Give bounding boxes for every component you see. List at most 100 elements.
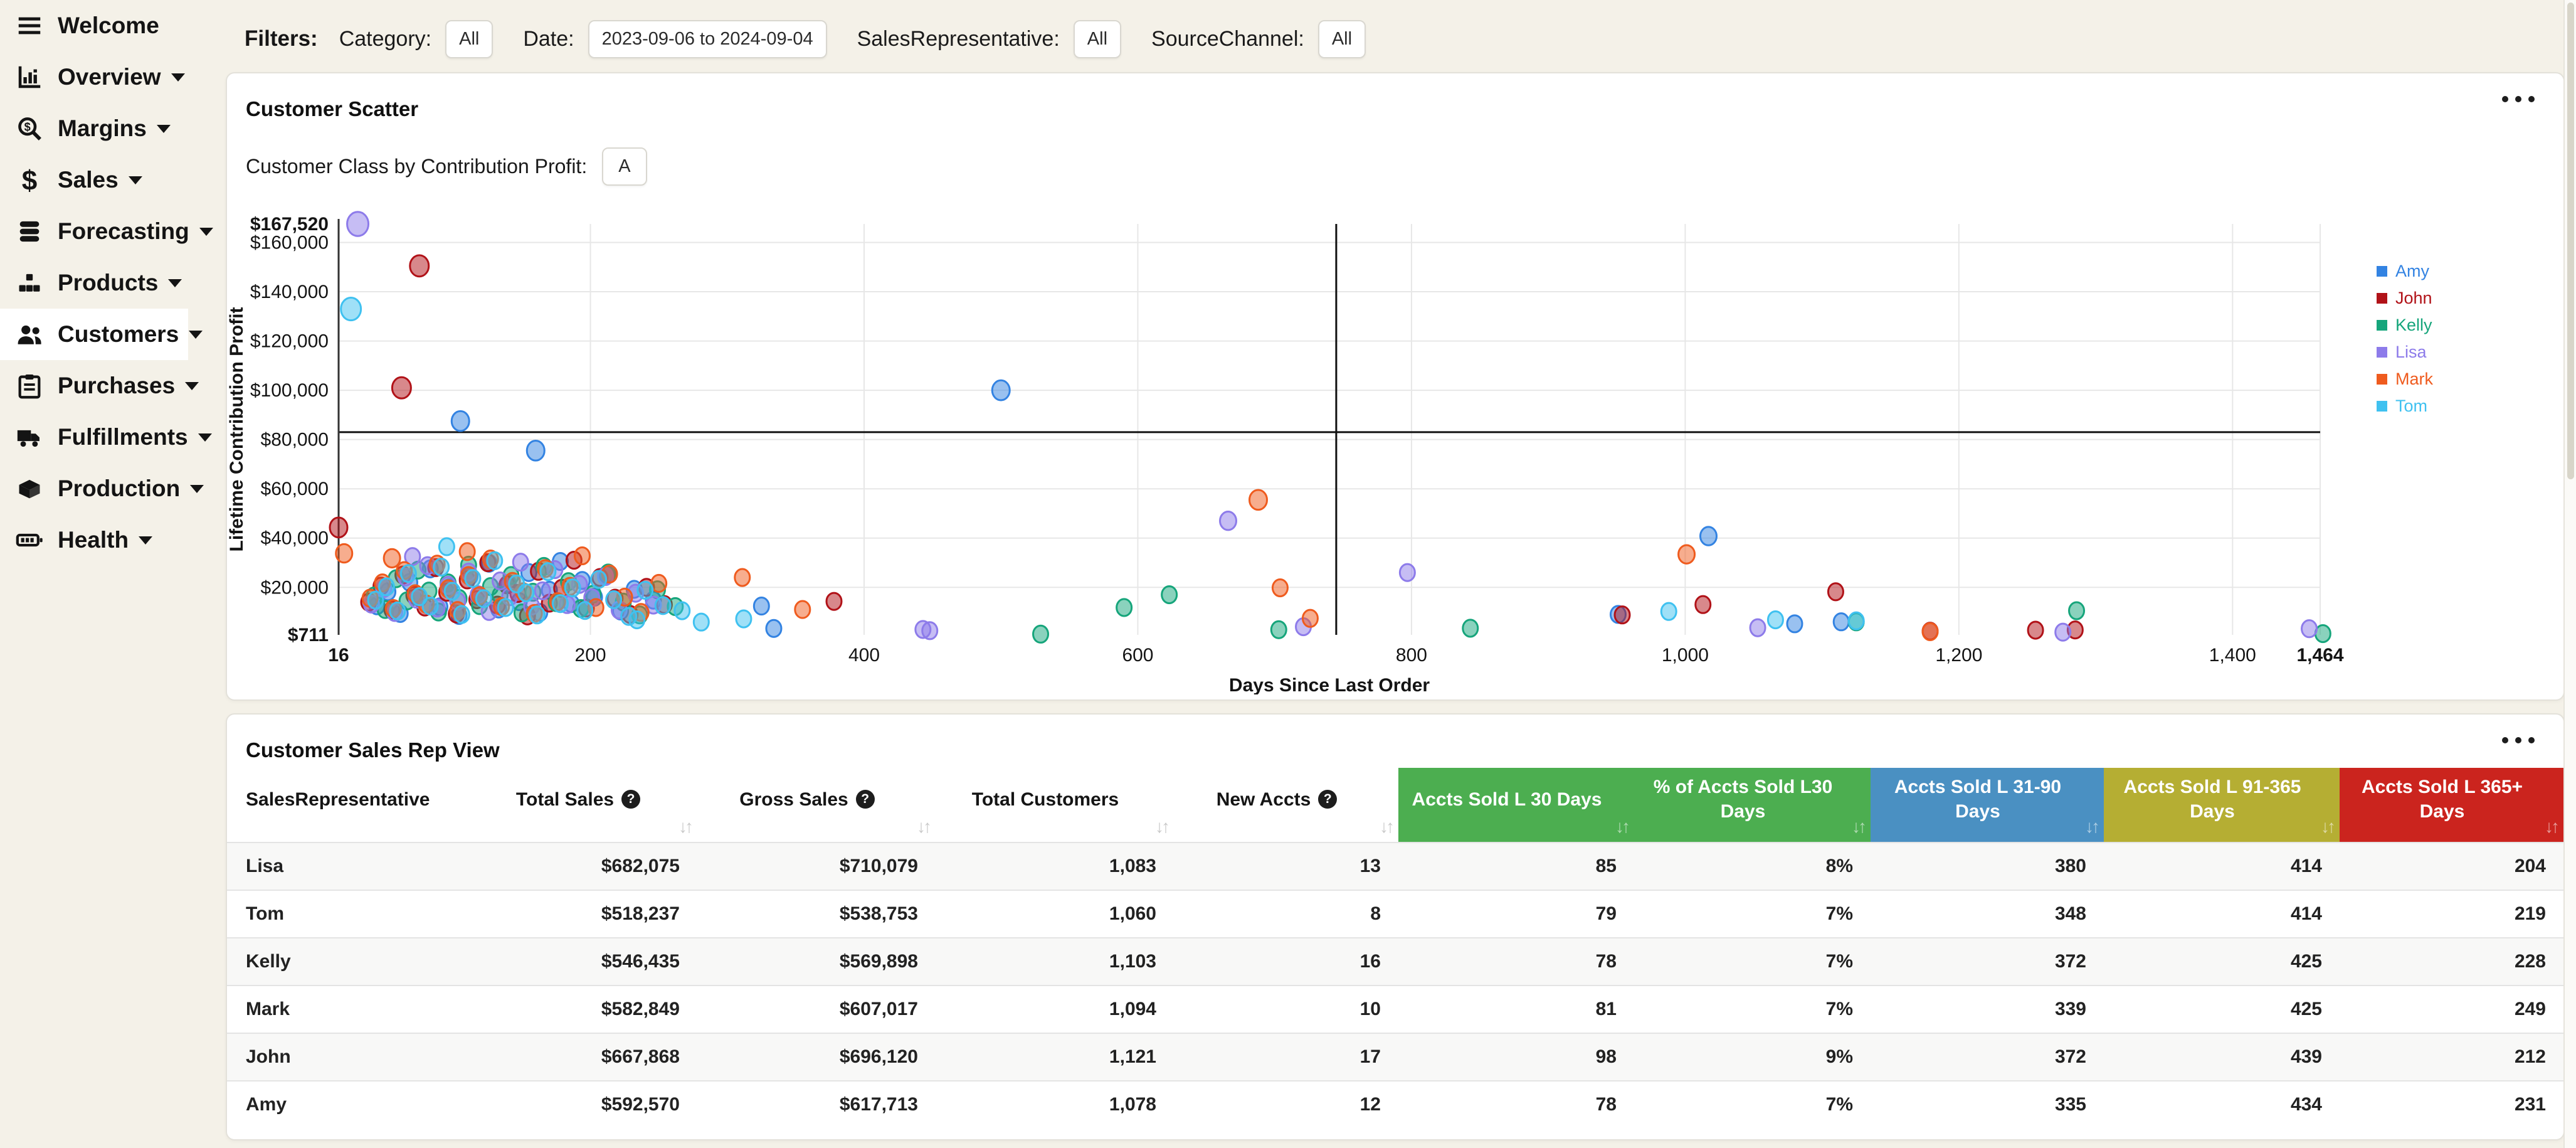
scatter-point-mark[interactable]: [573, 546, 591, 566]
scatter-point-tom[interactable]: [1766, 610, 1784, 630]
scatter-point-lisa[interactable]: [512, 553, 529, 572]
scatter-point-john[interactable]: [391, 376, 412, 400]
scatter-point-mark[interactable]: [650, 573, 668, 593]
scrollbar-thumb[interactable]: [2567, 3, 2574, 479]
scatter-point-tom[interactable]: [340, 296, 362, 322]
sort-icon[interactable]: ↓↑: [1380, 816, 1395, 836]
column-header-accts-sold-l-91-365-days[interactable]: Accts Sold L 91-365 Days ↓↑: [2104, 768, 2340, 842]
scatter-point-tom[interactable]: [628, 610, 646, 630]
column-header-new-accts[interactable]: New Accts? ↓↑: [1174, 768, 1398, 842]
scatter-point-tom[interactable]: [475, 589, 492, 609]
sort-icon[interactable]: ↓↑: [1852, 816, 1867, 836]
scatter-point-lisa[interactable]: [1398, 563, 1416, 582]
scatter-point-john[interactable]: [1613, 605, 1631, 625]
more-options-icon[interactable]: [2502, 96, 2535, 102]
sidebar-item-overview[interactable]: Overview: [0, 51, 188, 103]
filter-category-button[interactable]: All: [445, 19, 494, 58]
scatter-point-amy[interactable]: [1832, 612, 1850, 632]
filter-date-button[interactable]: 2023-09-06 to 2024-09-04: [588, 19, 827, 58]
scatter-point-amy[interactable]: [765, 619, 783, 638]
scatter-point-kelly[interactable]: [1462, 619, 1479, 638]
legend-item-lisa[interactable]: Lisa: [2377, 343, 2433, 362]
scatter-point-lisa[interactable]: [346, 211, 370, 237]
scatter-point-lisa[interactable]: [1749, 618, 1766, 637]
scatter-point-john[interactable]: [1694, 595, 1712, 614]
scatter-point-amy[interactable]: [991, 379, 1011, 401]
sort-icon[interactable]: ↓↑: [2085, 816, 2100, 836]
scatter-point-amy[interactable]: [450, 410, 470, 432]
scatter-point-tom[interactable]: [636, 580, 654, 600]
scatter-point-tom[interactable]: [552, 594, 569, 614]
scatter-point-tom[interactable]: [590, 570, 608, 589]
sidebar-item-margins[interactable]: $ Margins: [0, 103, 188, 154]
scatter-point-kelly[interactable]: [1161, 585, 1178, 605]
scatter-point-tom[interactable]: [389, 601, 406, 621]
legend-item-kelly[interactable]: Kelly: [2377, 316, 2433, 335]
scatter-point-tom[interactable]: [735, 609, 752, 629]
scatter-point-lisa[interactable]: [921, 621, 939, 640]
scatter-point-tom[interactable]: [517, 583, 535, 602]
scatter-point-kelly[interactable]: [2068, 601, 2086, 620]
customer-class-button[interactable]: A: [602, 147, 647, 186]
scatter-point-kelly[interactable]: [1116, 598, 1133, 617]
scatter-point-tom[interactable]: [464, 569, 482, 588]
scatter-point-mark[interactable]: [1921, 622, 1939, 641]
scatter-point-tom[interactable]: [367, 590, 384, 610]
sidebar-item-health[interactable]: Health: [0, 514, 188, 566]
scatter-point-tom[interactable]: [1660, 602, 1677, 621]
sidebar-item-products[interactable]: Products: [0, 257, 188, 309]
table-row-kelly[interactable]: Kelly $546,435 $569,898 1,103 16 78 7% 372 425 22…: [227, 937, 2563, 985]
scatter-point-tom[interactable]: [673, 601, 691, 620]
scatter-point-mark[interactable]: [1271, 578, 1289, 598]
scatter-point-lisa[interactable]: [1219, 511, 1238, 531]
sort-icon[interactable]: ↓↑: [2321, 816, 2336, 836]
scatter-point-tom[interactable]: [497, 598, 514, 617]
scatter-point-john[interactable]: [329, 516, 349, 539]
more-options-icon[interactable]: [2502, 737, 2535, 743]
scatter-point-amy[interactable]: [752, 597, 770, 616]
scatter-point-tom[interactable]: [605, 590, 623, 609]
table-row-tom[interactable]: Tom $518,237 $538,753 1,060 8 79 7% 348 414 219: [227, 890, 2563, 937]
scatter-point-tom[interactable]: [654, 596, 672, 615]
scatter-point-tom[interactable]: [528, 605, 546, 625]
scatter-point-tom[interactable]: [539, 562, 557, 582]
help-icon[interactable]: ?: [855, 790, 875, 809]
legend-item-mark[interactable]: Mark: [2377, 369, 2433, 389]
column-header-accts-sold-l-31-90-days[interactable]: Accts Sold L 31-90 Days ↓↑: [1871, 768, 2104, 842]
sidebar-item-forecasting[interactable]: Forecasting: [0, 206, 213, 257]
help-icon[interactable]: ?: [1318, 790, 1338, 809]
scatter-point-amy[interactable]: [525, 440, 546, 462]
table-row-john[interactable]: John $667,868 $696,120 1,121 17 98 9% 372 439 212: [227, 1033, 2563, 1080]
scatter-point-lisa[interactable]: [404, 547, 421, 566]
scatter-point-mark[interactable]: [1677, 544, 1696, 565]
sort-icon[interactable]: ↓↑: [2545, 816, 2560, 836]
scatter-point-tom[interactable]: [486, 551, 504, 570]
help-icon[interactable]: ?: [621, 790, 641, 809]
scatter-point-mark[interactable]: [383, 548, 401, 569]
column-header-accts-sold-l-30-days[interactable]: Accts Sold L 30 Days ↓↑: [1398, 768, 1634, 842]
scatter-point-tom[interactable]: [453, 605, 470, 624]
sidebar-item-production[interactable]: Production: [0, 463, 204, 514]
scatter-point-mark[interactable]: [734, 568, 751, 587]
scatter-point-lisa[interactable]: [2054, 622, 2072, 642]
scatter-point-lisa[interactable]: [2301, 619, 2318, 639]
scatter-point-mark[interactable]: [1248, 489, 1269, 511]
scatter-point-tom[interactable]: [443, 582, 461, 601]
scatter-point-amy[interactable]: [1699, 526, 1718, 546]
column-header-total-customers[interactable]: Total Customers ↓↑: [936, 768, 1174, 842]
scatter-point-mark[interactable]: [458, 542, 476, 561]
legend-item-amy[interactable]: Amy: [2377, 262, 2433, 281]
sidebar-item-welcome[interactable]: Welcome: [0, 0, 188, 51]
scatter-point-mark[interactable]: [335, 543, 354, 564]
sort-icon[interactable]: ↓↑: [678, 816, 694, 836]
column-header-gross-sales[interactable]: Gross Sales? ↓↑: [697, 768, 936, 842]
scatter-point-mark[interactable]: [794, 600, 811, 619]
scatter-point-tom[interactable]: [433, 558, 450, 577]
filter-sourcechannel-button[interactable]: All: [1317, 19, 1366, 58]
sidebar-item-sales[interactable]: $ Sales: [0, 154, 188, 206]
sidebar-item-purchases[interactable]: Purchases: [0, 360, 199, 412]
scatter-point-kelly[interactable]: [1270, 620, 1287, 639]
scatter-point-john[interactable]: [825, 592, 843, 611]
scatter-point-tom[interactable]: [421, 597, 439, 616]
scatter-point-tom[interactable]: [399, 564, 417, 583]
